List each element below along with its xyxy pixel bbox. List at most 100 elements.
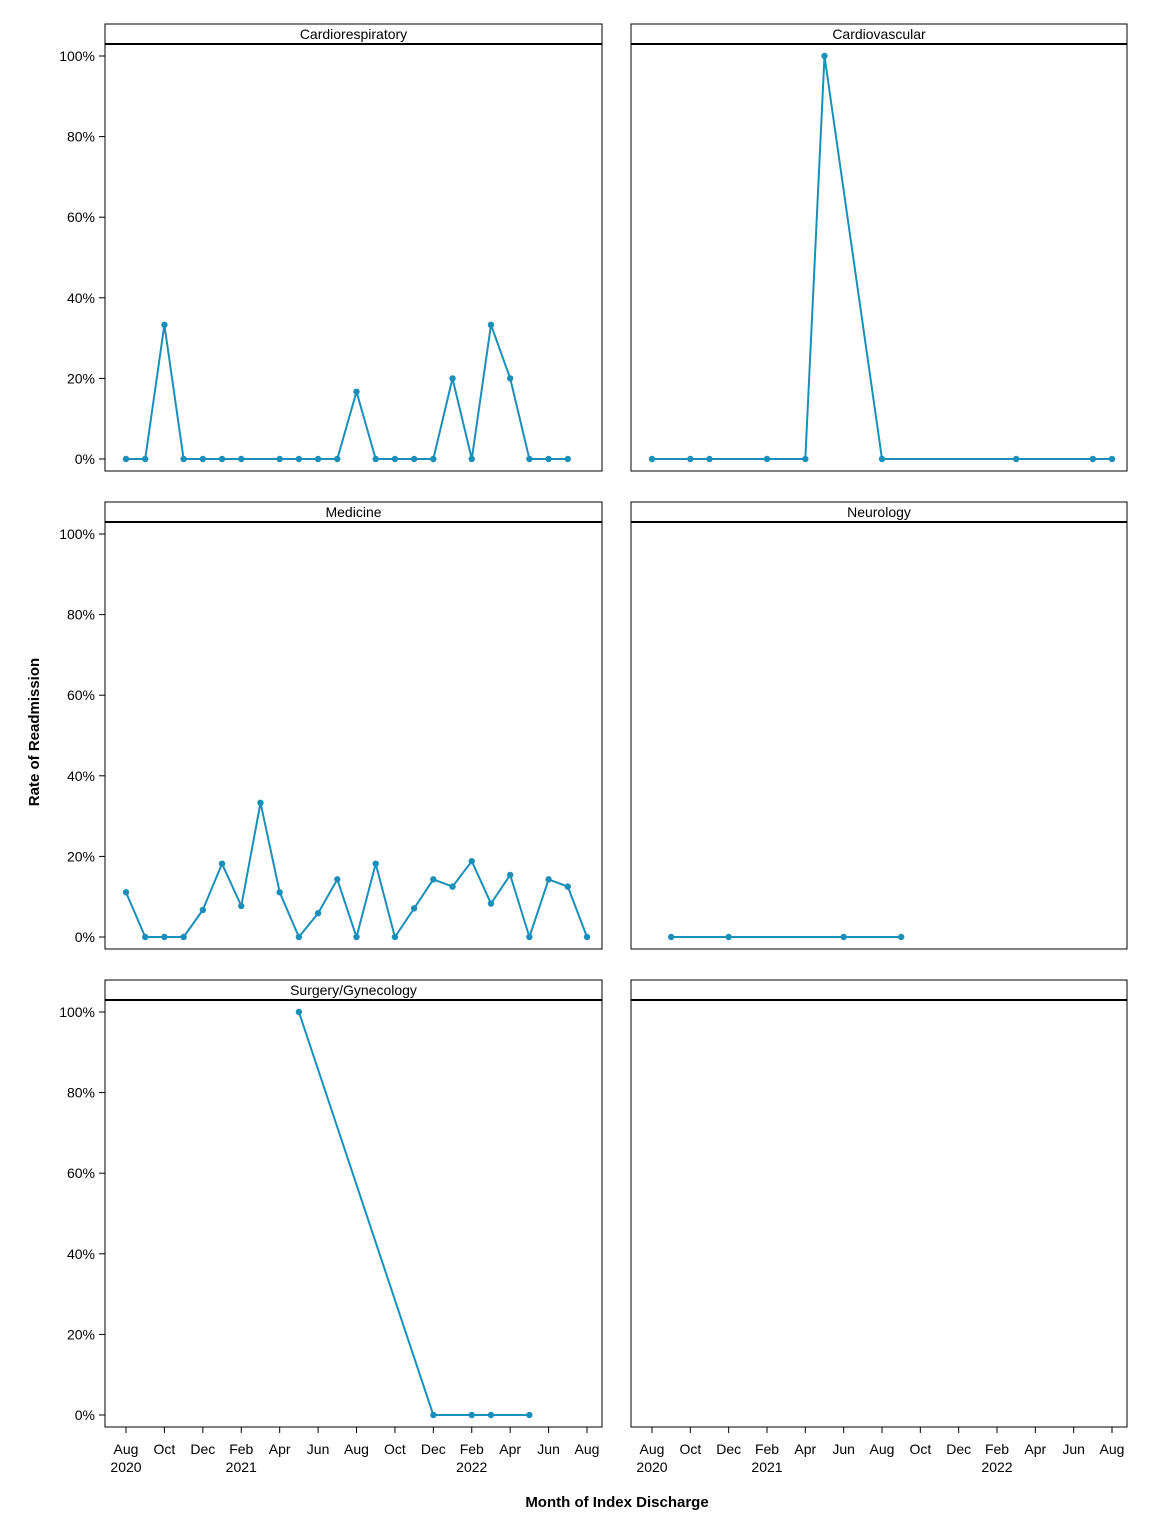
series-line [126, 323, 568, 460]
y-tick-label: 80% [67, 129, 95, 145]
panel-title: Medicine [325, 504, 381, 520]
x-tick-label: Oct [679, 1441, 701, 1457]
data-point [526, 933, 533, 941]
data-point [142, 455, 149, 463]
x-tick-label: Aug [640, 1441, 665, 1457]
data-point [545, 876, 552, 883]
data-point [218, 455, 226, 463]
data-point [353, 388, 360, 395]
data-point [295, 455, 303, 463]
x-tick-label: Oct [909, 1441, 931, 1457]
data-point [526, 455, 533, 463]
data-point [142, 933, 149, 941]
data-point [687, 455, 694, 463]
data-point [410, 905, 418, 912]
x-tick-label: Apr [1024, 1441, 1046, 1457]
data-point [487, 321, 495, 329]
y-tick-label: 0% [75, 929, 95, 945]
x-tick-label: Feb [985, 1441, 1009, 1457]
data-point [295, 1008, 303, 1016]
panel-title: Surgery/Gynecology [290, 982, 417, 998]
data-point [506, 871, 514, 879]
panel-neurology: Neurology [630, 501, 1128, 950]
data-point [372, 860, 379, 867]
panel-frame [630, 501, 1128, 950]
data-point [430, 455, 437, 463]
data-point [334, 455, 341, 463]
x-tick-label: Aug [870, 1441, 895, 1457]
data-point [276, 889, 283, 896]
panel-title: Cardiorespiratory [300, 26, 407, 42]
y-tick-label: 40% [67, 768, 95, 784]
panel-frame [630, 23, 1128, 472]
x-tick-label: Aug [114, 1441, 139, 1457]
data-point [648, 455, 656, 463]
panel-empty: Aug 2020 Oct Dec Feb 2021 Apr Jun Aug Oct Dec Feb 20… [630, 979, 1128, 1475]
x-tick-label: Aug [344, 1441, 369, 1457]
y-tick-label: 60% [67, 687, 95, 703]
data-point [840, 933, 847, 941]
data-point [1108, 455, 1116, 463]
x-tick-label: Feb [229, 1441, 253, 1457]
x-tick-year-label: 2020 [110, 1459, 141, 1475]
y-tick-label: 40% [67, 1246, 95, 1262]
data-point [487, 1411, 495, 1419]
data-point [122, 889, 130, 896]
data-point [468, 1411, 475, 1419]
x-tick-label: Dec [421, 1441, 446, 1457]
y-tick-label: 80% [67, 607, 95, 623]
data-point [314, 910, 322, 917]
y-axis-title: Rate of Readmission [26, 658, 43, 806]
data-point [487, 900, 495, 907]
y-tick-label: 0% [75, 451, 95, 467]
y-tick-label: 80% [67, 1085, 95, 1101]
data-point [391, 933, 399, 941]
data-point [526, 1411, 533, 1419]
panel-title: Cardiovascular [832, 26, 926, 42]
data-point [391, 455, 399, 463]
panel-cardiorespiratory: Cardiorespiratory 0% 20% 40% 60% 80% 100% [59, 23, 603, 472]
data-point [161, 933, 168, 941]
y-tick-label: 40% [67, 290, 95, 306]
data-point [1012, 455, 1020, 463]
data-point [821, 52, 828, 60]
data-point [238, 902, 245, 910]
data-point [1089, 455, 1097, 463]
data-point [430, 876, 437, 883]
data-point [199, 455, 207, 463]
series-line [297, 1011, 530, 1416]
data-point [410, 455, 418, 463]
x-tick-label: Apr [269, 1441, 291, 1457]
x-tick-label: Jun [832, 1441, 855, 1457]
data-point [725, 933, 732, 941]
data-point [238, 455, 245, 463]
y-tick-label: 100% [59, 526, 95, 542]
x-tick-year-label: 2021 [751, 1459, 782, 1475]
data-point [878, 455, 886, 463]
panel-frame [104, 23, 603, 472]
x-tick-label: Jun [307, 1441, 330, 1457]
series-line [125, 801, 588, 938]
data-point [802, 455, 809, 463]
panel-cardiovascular: Cardiovascular [630, 23, 1128, 472]
data-point [180, 455, 187, 463]
data-point [334, 876, 341, 883]
x-tick-label: Feb [755, 1441, 779, 1457]
data-point [295, 933, 303, 941]
data-point [122, 455, 130, 463]
data-point [199, 906, 207, 914]
x-tick-label: Aug [1100, 1441, 1125, 1457]
y-tick-label: 20% [67, 848, 95, 864]
x-tick-label: Feb [460, 1441, 484, 1457]
y-tick-label: 60% [67, 1165, 95, 1181]
x-tick-label: Dec [190, 1441, 215, 1457]
data-point [449, 375, 456, 382]
panel-surgery-gynecology: Surgery/Gynecology 0% 20% 40% 60% 80% 100% Aug 2… [59, 979, 603, 1475]
panels: Cardiorespiratory 0% 20% 40% 60% 80% 100% Cardi… [59, 23, 1128, 1475]
data-point [449, 883, 456, 890]
x-tick-label: Jun [537, 1441, 560, 1457]
x-tick-year-label: 2021 [226, 1459, 257, 1475]
y-tick-label: 20% [67, 1326, 95, 1342]
x-tick-label: Oct [384, 1441, 406, 1457]
